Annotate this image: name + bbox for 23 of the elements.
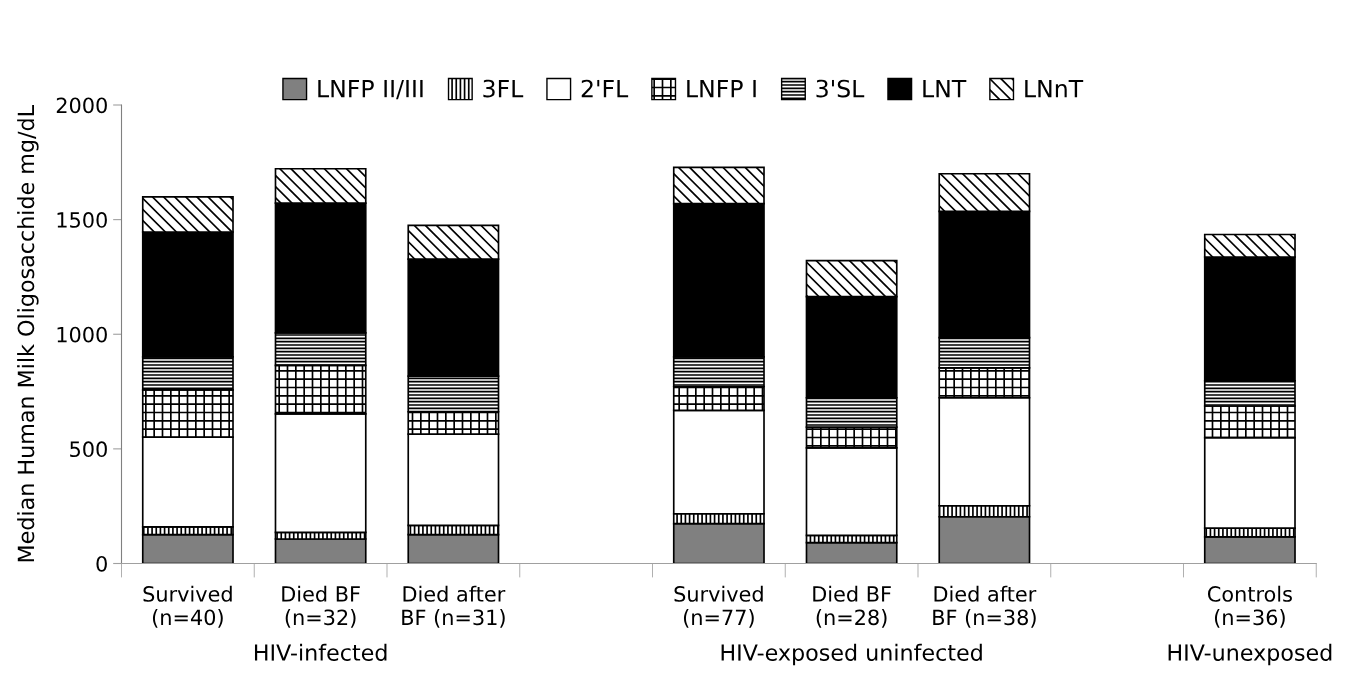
y-tick-label: 0	[96, 555, 107, 572]
x-tick-label: Controls (n=36)	[1207, 585, 1292, 628]
x-tick-label: Died after BF (n=38)	[933, 585, 1037, 628]
legend-label: 2'FL	[581, 79, 629, 98]
x-tick-label: Died BF (n=32)	[282, 585, 360, 628]
y-tick-label: 500	[70, 441, 107, 458]
x-tick-label: Died BF (n=28)	[813, 585, 891, 628]
y-tick-label: 1500	[57, 212, 107, 228]
legend-label: LNFP II/III	[318, 79, 423, 100]
legend-label: LNnT	[1025, 79, 1084, 98]
text: HIV-unexposed	[1168, 643, 1332, 666]
y-tick-label: 1000	[57, 326, 107, 343]
x-tick-label: Died after BF (n=31)	[402, 585, 506, 628]
x-tick-label: Survived (n=40)	[143, 585, 232, 628]
legend-label: LNT	[923, 79, 967, 98]
y-axis-title: Median Human Milk Oligosacchide mg/dL	[17, 105, 39, 562]
legend-label: 3FL	[483, 79, 524, 98]
text: HIV-exposed uninfected	[721, 643, 982, 666]
legend-label: LNFP I	[687, 79, 756, 98]
y-tick-label: 2000	[56, 97, 107, 114]
legend-label: 3'SL	[816, 79, 865, 98]
x-tick-label: Survived (n=77)	[674, 585, 763, 628]
text: HIV-infected	[254, 643, 387, 661]
